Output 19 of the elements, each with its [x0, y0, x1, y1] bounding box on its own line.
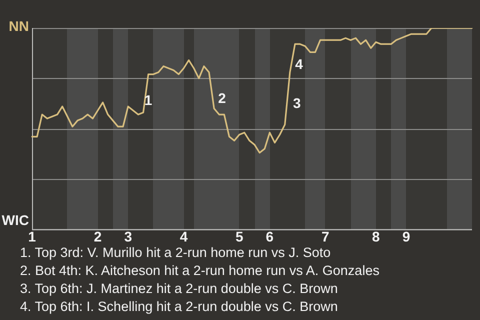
x-tick-label: 9: [402, 228, 410, 244]
text: NN: [8, 18, 29, 34]
annotation: 1: [144, 92, 152, 108]
x-tick-label: 3: [124, 228, 132, 244]
x-tick-label: 6: [266, 228, 274, 244]
x-tick-label: 7: [321, 228, 330, 244]
text: 2. Bot 4th: K. Aitcheson hit a 2-run home run vs A. Gonzales: [20, 262, 380, 280]
text: 1. Top 3rd: V. Murillo hit a 2-run home run vs J. Soto: [20, 244, 332, 262]
x-tick-label: 8: [372, 228, 380, 244]
annotation: 4: [295, 56, 303, 72]
text: 4. Top 6th: I. Schelling hit a 2-run double vs C. Brown: [20, 298, 339, 316]
annotation: 3: [293, 95, 301, 112]
x-tick-label: 4: [180, 228, 188, 244]
text: WIC: [2, 212, 29, 228]
text: 3. Top 6th: J. Martinez hit a 2-run double vs C. Brown: [20, 280, 339, 298]
annotation: 2: [218, 90, 226, 106]
x-tick-label: 1: [28, 228, 36, 244]
x-tick-label: 5: [235, 228, 244, 244]
x-tick-label: 2: [94, 228, 102, 244]
